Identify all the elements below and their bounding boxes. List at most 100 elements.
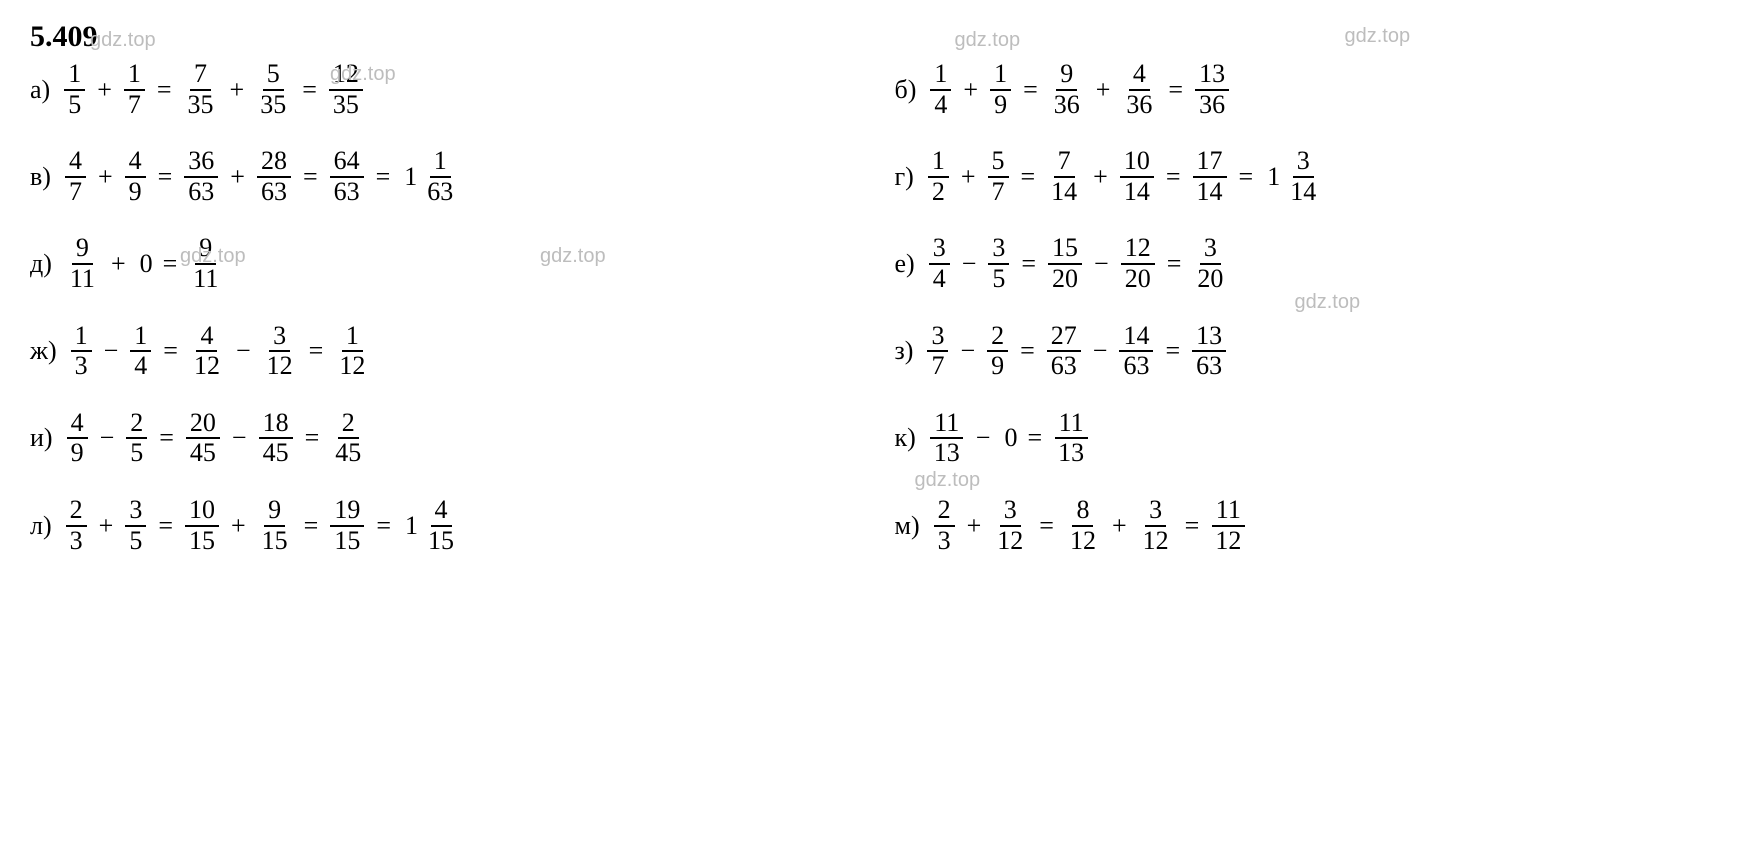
operator: − bbox=[232, 425, 247, 451]
equation: и)49−25=2045−1845=245 bbox=[30, 409, 855, 468]
denominator: 45 bbox=[186, 439, 220, 468]
fraction: 312 bbox=[263, 322, 297, 381]
numerator: 9 bbox=[72, 234, 93, 265]
numerator: 13 bbox=[1192, 322, 1226, 353]
equations-grid: а)15+17=735+535=1235gdz.topgdz.topб)14+1… bbox=[30, 60, 1719, 555]
operator: = bbox=[163, 338, 178, 364]
denominator: 9 bbox=[67, 439, 88, 468]
denominator: 12 bbox=[1211, 527, 1245, 556]
numerator: 12 bbox=[1121, 234, 1155, 265]
numerator: 1 bbox=[928, 147, 949, 178]
integer: 1 bbox=[1267, 164, 1280, 190]
denominator: 63 bbox=[423, 178, 457, 207]
equation-label: а) bbox=[30, 77, 50, 103]
numerator: 3 bbox=[988, 234, 1009, 265]
numerator: 4 bbox=[65, 147, 86, 178]
denominator: 3 bbox=[71, 352, 92, 381]
numerator: 1 bbox=[430, 147, 451, 178]
operator: + bbox=[98, 164, 113, 190]
denominator: 63 bbox=[1192, 352, 1226, 381]
fraction: 735 bbox=[184, 60, 218, 119]
operator: = bbox=[1021, 251, 1036, 277]
denominator: 14 bbox=[1120, 178, 1154, 207]
fraction: 312 bbox=[993, 496, 1027, 555]
numerator: 9 bbox=[1056, 60, 1077, 91]
fraction: 19 bbox=[990, 60, 1011, 119]
operator: = bbox=[1039, 513, 1054, 539]
operator: − bbox=[1093, 338, 1108, 364]
operator: = bbox=[159, 425, 174, 451]
numerator: 19 bbox=[330, 496, 364, 527]
numerator: 11 bbox=[930, 409, 963, 440]
numerator: 11 bbox=[1212, 496, 1245, 527]
numerator: 5 bbox=[988, 147, 1009, 178]
operator: − bbox=[1094, 251, 1109, 277]
numerator: 4 bbox=[125, 147, 146, 178]
numerator: 5 bbox=[263, 60, 284, 91]
watermark: gdz.top bbox=[540, 246, 606, 266]
denominator: 36 bbox=[1195, 91, 1229, 120]
fraction: 49 bbox=[67, 409, 88, 468]
fraction: 23 bbox=[66, 496, 87, 555]
numerator: 1 bbox=[71, 322, 92, 353]
equation: д)911+0=911gdz.topgdz.top bbox=[30, 234, 855, 293]
denominator: 12 bbox=[263, 352, 297, 381]
denominator: 5 bbox=[125, 527, 146, 556]
operator: + bbox=[99, 513, 114, 539]
denominator: 36 bbox=[1122, 91, 1156, 120]
fraction: 6463 bbox=[330, 147, 364, 206]
fraction: 3663 bbox=[184, 147, 218, 206]
denominator: 35 bbox=[256, 91, 290, 120]
denominator: 9 bbox=[125, 178, 146, 207]
numerator: 28 bbox=[257, 147, 291, 178]
operator: = bbox=[158, 164, 173, 190]
equation-label: е) bbox=[895, 251, 915, 277]
operator: = bbox=[1165, 338, 1180, 364]
denominator: 4 bbox=[930, 91, 951, 120]
denominator: 4 bbox=[130, 352, 151, 381]
numerator: 9 bbox=[195, 234, 216, 265]
denominator: 12 bbox=[190, 352, 224, 381]
fraction: 1112 bbox=[1211, 496, 1245, 555]
denominator: 63 bbox=[1119, 352, 1153, 381]
fraction: 14 bbox=[930, 60, 951, 119]
fraction: 23 bbox=[934, 496, 955, 555]
fraction: 35 bbox=[125, 496, 146, 555]
numerator: 4 bbox=[196, 322, 217, 353]
numerator: 1 bbox=[930, 60, 951, 91]
equation-label: д) bbox=[30, 251, 52, 277]
fraction: 320 bbox=[1193, 234, 1227, 293]
fraction: 312 bbox=[1139, 496, 1173, 555]
numerator: 12 bbox=[329, 60, 363, 91]
operator: = bbox=[305, 425, 320, 451]
numerator: 3 bbox=[1200, 234, 1221, 265]
denominator: 20 bbox=[1193, 265, 1227, 294]
equation: а)15+17=735+535=1235gdz.topgdz.top bbox=[30, 60, 855, 119]
operator: + bbox=[230, 77, 245, 103]
denominator: 9 bbox=[990, 91, 1011, 120]
operator: = bbox=[1185, 513, 1200, 539]
denominator: 3 bbox=[66, 527, 87, 556]
numerator: 4 bbox=[1129, 60, 1150, 91]
fraction: 812 bbox=[1066, 496, 1100, 555]
numerator: 3 bbox=[1000, 496, 1021, 527]
integer: 0 bbox=[1004, 425, 1017, 451]
problem-heading: 5.409 bbox=[30, 20, 1719, 54]
fraction: 25 bbox=[126, 409, 147, 468]
numerator: 14 bbox=[1119, 322, 1153, 353]
operator: − bbox=[976, 425, 991, 451]
fraction: 911 bbox=[189, 234, 222, 293]
denominator: 35 bbox=[329, 91, 363, 120]
denominator: 3 bbox=[934, 527, 955, 556]
fraction: 1235 bbox=[329, 60, 363, 119]
denominator: 63 bbox=[330, 178, 364, 207]
denominator: 63 bbox=[184, 178, 218, 207]
denominator: 63 bbox=[257, 178, 291, 207]
fraction: 1714 bbox=[1193, 147, 1227, 206]
operator: = bbox=[158, 513, 173, 539]
equation-label: з) bbox=[895, 338, 914, 364]
denominator: 2 bbox=[928, 178, 949, 207]
fraction: 12 bbox=[928, 147, 949, 206]
denominator: 20 bbox=[1121, 265, 1155, 294]
numerator: 3 bbox=[125, 496, 146, 527]
